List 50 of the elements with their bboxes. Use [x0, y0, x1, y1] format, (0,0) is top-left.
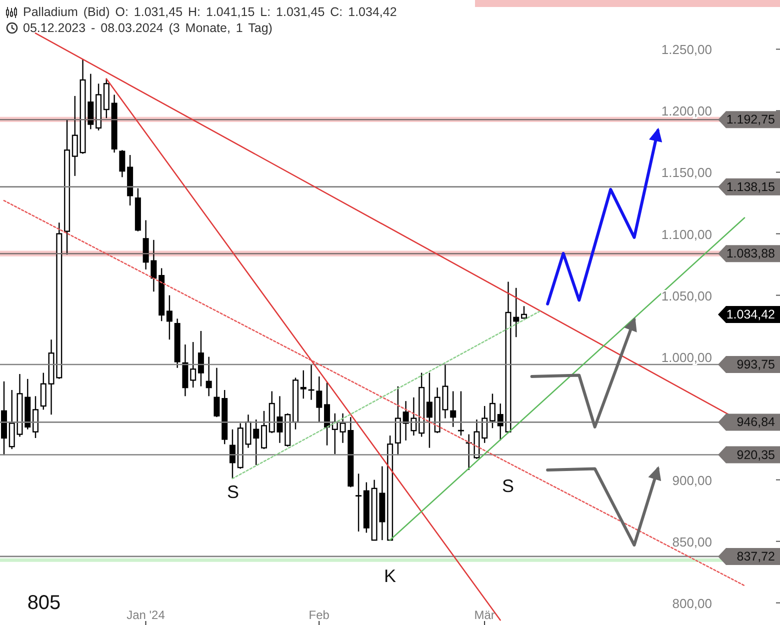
- y-tick-label: 1.100,00: [661, 226, 712, 242]
- annotation: S: [502, 476, 514, 496]
- ref-line-label: 1.192,75: [726, 112, 776, 127]
- ref-line-label: 1.138,15: [726, 180, 776, 194]
- x-tick-label: Feb: [308, 608, 330, 622]
- ref-line-label: 946,84: [736, 415, 776, 430]
- candlestick: [426, 372, 432, 448]
- annotation: 1.034,42: [726, 307, 776, 322]
- candlestick: [489, 393, 496, 429]
- candlestick: [482, 405, 488, 444]
- candlestick: [324, 382, 330, 446]
- x-tick-label: Jan '24: [126, 608, 166, 622]
- candlestick: [513, 287, 520, 338]
- ref-line-label: 1.083,88: [726, 246, 776, 261]
- annotation: S: [226, 482, 240, 502]
- y-tick-label: 1.150,00: [661, 164, 712, 180]
- y-tick-label: 1.200,00: [661, 103, 712, 118]
- annotation: K: [384, 566, 396, 586]
- y-tick-label: 1.050,00: [661, 288, 712, 303]
- candlestick: [253, 418, 260, 466]
- candlestick: [261, 410, 267, 450]
- ref-line-label: 920,35: [736, 448, 776, 462]
- candlestick: [206, 356, 212, 397]
- candlestick: [32, 396, 39, 439]
- candlestick: [214, 367, 220, 418]
- y-tick-label: 800,00: [672, 595, 712, 610]
- annotation: 805: [27, 592, 61, 614]
- y-tick-label: 850,00: [672, 534, 712, 549]
- candlestick: [300, 370, 306, 400]
- candlestick: [450, 390, 456, 428]
- x-tick-label: Mär: [474, 608, 495, 622]
- y-tick-label: 900,00: [672, 472, 712, 488]
- chart-title: Palladium (Bid) O: 1.031,45 H: 1.041,15 L: 1.031,45 C: 1.034,42: [23, 4, 397, 20]
- candlestick: [166, 294, 172, 340]
- candlestick: [316, 376, 322, 423]
- candlestick: [72, 95, 78, 177]
- candlestick: [190, 341, 196, 388]
- candlestick: [229, 428, 236, 480]
- candlestick: [119, 150, 126, 178]
- ref-line-label: 837,72: [736, 549, 776, 564]
- y-tick-label: 1.250,00: [661, 42, 712, 57]
- candlestick: [40, 372, 46, 410]
- y-tick-label: 1.000,00: [661, 349, 712, 364]
- text: 05.12.2023 - 08.03.2024 (3 Monate, 1 Tag): [23, 20, 272, 36]
- ref-line-label: 993,75: [736, 357, 776, 372]
- candlestick: [521, 306, 527, 319]
- candlestick: [8, 389, 15, 450]
- candlestick: [198, 330, 204, 387]
- candlestick: [457, 390, 465, 436]
- candlestick: [354, 473, 362, 532]
